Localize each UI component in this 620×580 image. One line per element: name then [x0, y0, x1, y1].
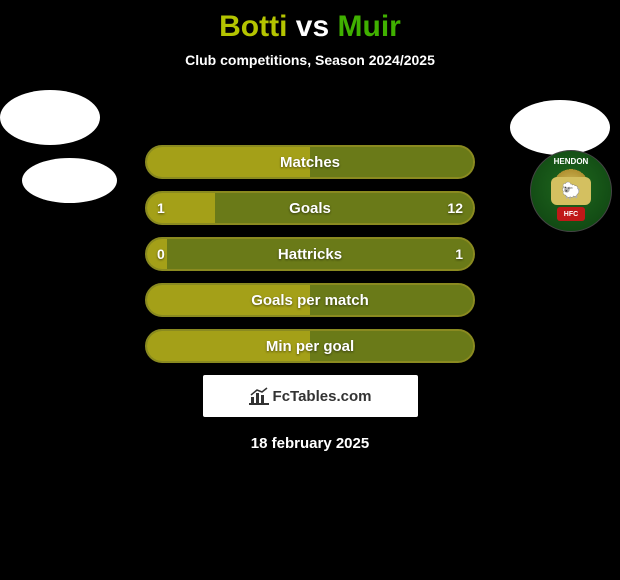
- stat-label: Matches: [147, 154, 473, 171]
- stat-label: Hattricks: [147, 246, 473, 263]
- crest-banner-text: HFC: [557, 207, 585, 221]
- title-player1: Botti: [219, 10, 287, 43]
- stat-rows: Matches 112Goals 01Hattricks Goals per matc…: [145, 145, 475, 363]
- title-vs: vs: [296, 10, 329, 43]
- date-text: 18 february 2025: [0, 435, 620, 452]
- crest-top-text: HENDON: [554, 157, 589, 166]
- comparison-card: Botti vs Muir Club competitions, Season …: [0, 0, 620, 452]
- stat-label: Goals per match: [147, 292, 473, 309]
- subtitle: Club competitions, Season 2024/2025: [0, 52, 620, 68]
- branding-badge: FcTables.com: [203, 375, 418, 417]
- stat-label: Min per goal: [147, 338, 473, 355]
- stat-row: 01Hattricks: [145, 237, 475, 271]
- player2-avatar-placeholder: [510, 100, 610, 155]
- chart-icon: [249, 387, 269, 405]
- player1-avatar-placeholder-2: [22, 158, 117, 203]
- stat-row: Matches: [145, 145, 475, 179]
- branding-text: FcTables.com: [273, 388, 372, 405]
- stat-row: Min per goal: [145, 329, 475, 363]
- stat-label: Goals: [147, 200, 473, 217]
- player2-club-crest: HENDON 🐑 HFC: [530, 150, 612, 232]
- stat-row: Goals per match: [145, 283, 475, 317]
- title-player2: Muir: [338, 10, 401, 43]
- stat-row: 112Goals: [145, 191, 475, 225]
- title: Botti vs Muir: [0, 10, 620, 44]
- crest-animal-icon: 🐑: [551, 177, 591, 205]
- stats-area: HENDON 🐑 HFC Matches 112Goals 01Hattricks G…: [0, 90, 620, 452]
- player1-avatar-placeholder: [0, 90, 100, 145]
